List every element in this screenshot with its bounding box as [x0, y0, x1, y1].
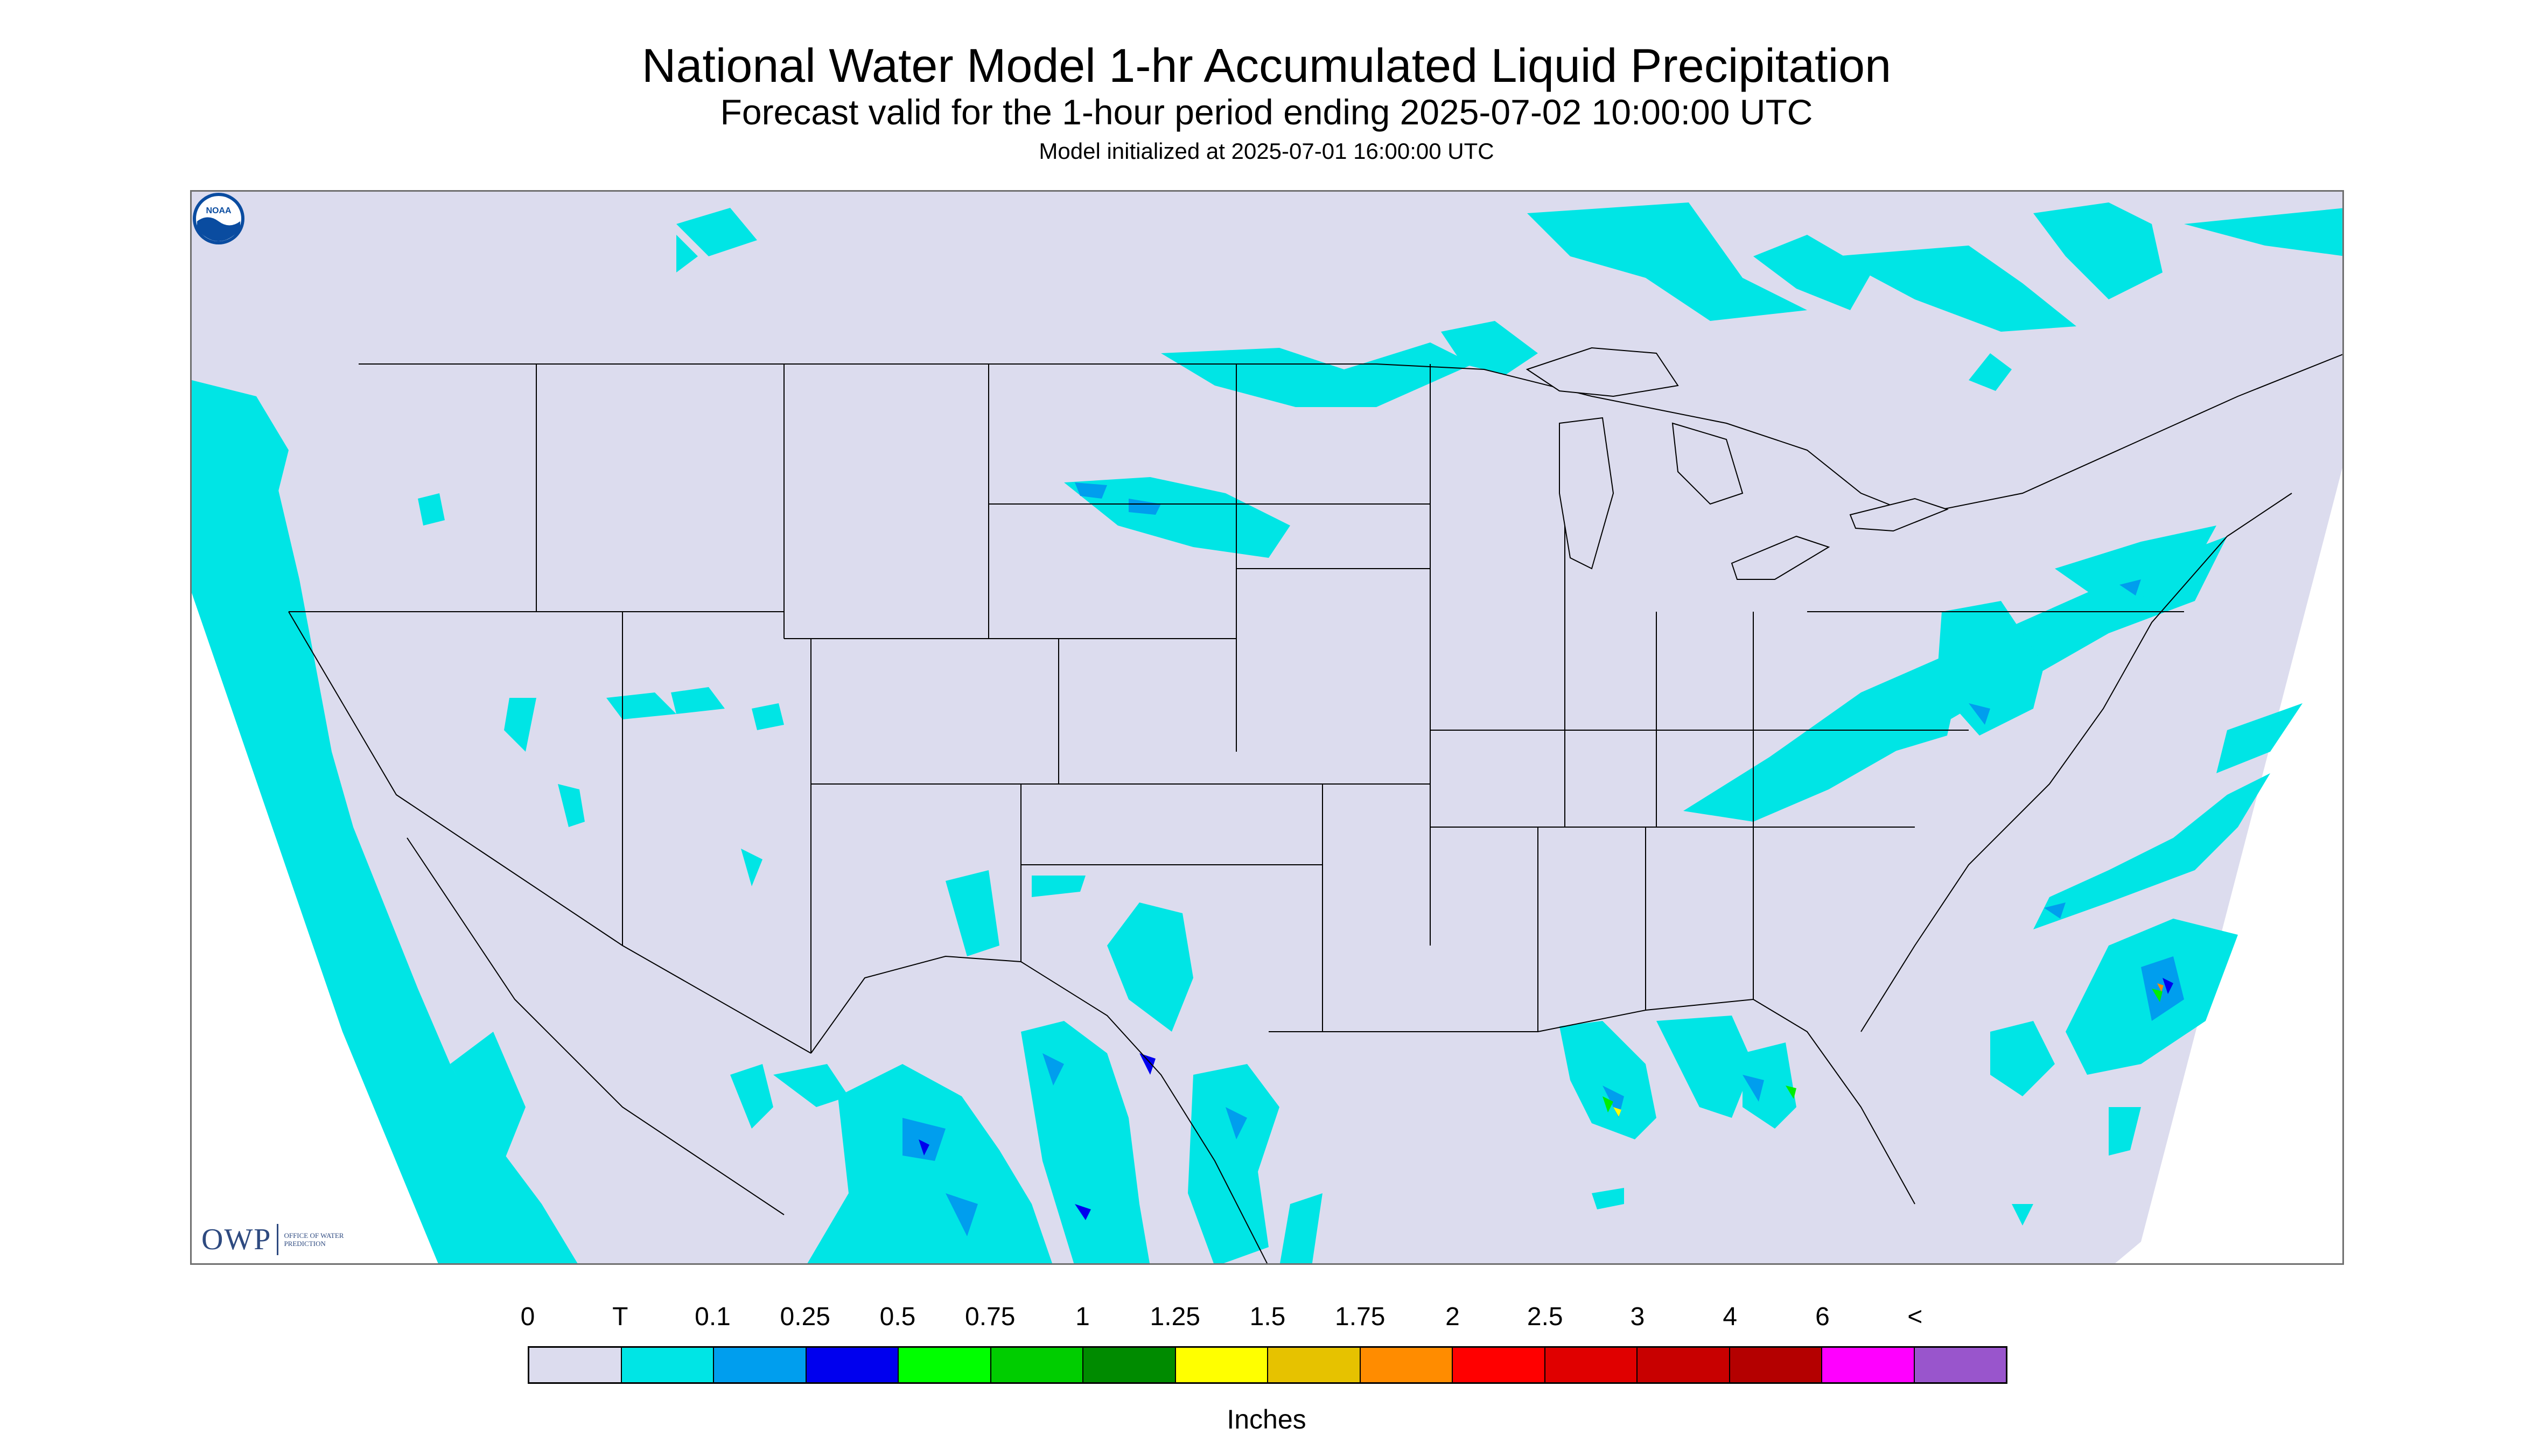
legend-swatch [529, 1348, 622, 1382]
legend-tick-label: 1.25 [1150, 1303, 1200, 1331]
legend-swatch [1268, 1348, 1361, 1382]
legend-tick-label: 6 [1815, 1303, 1830, 1331]
legend-tick-label: 3 [1630, 1303, 1645, 1331]
legend-swatch [1545, 1348, 1638, 1382]
color-legend [528, 1346, 2007, 1384]
legend-tick-label: < [1907, 1303, 1923, 1331]
legend-tick-label: 1.75 [1335, 1303, 1386, 1331]
political-boundaries [288, 354, 2342, 1263]
great-lakes [1526, 347, 1949, 580]
legend-tick-label: T [612, 1303, 628, 1331]
legend-tick-label: 4 [1723, 1303, 1738, 1331]
legend-swatch [991, 1348, 1083, 1382]
legend-swatch [1822, 1348, 1915, 1382]
legend-tick-label: 1 [1075, 1303, 1090, 1331]
legend-tick-label: 0 [520, 1303, 535, 1331]
legend-tick-label: 0.25 [780, 1303, 830, 1331]
owp-logo-separator [277, 1224, 279, 1255]
legend-tick-label: 0.5 [879, 1303, 916, 1331]
legend-tick-label: 2.5 [1527, 1303, 1563, 1331]
legend-tick-label: 0.1 [695, 1303, 731, 1331]
legend-swatch [1083, 1348, 1176, 1382]
legend-swatch [621, 1348, 714, 1382]
legend-swatch [1638, 1348, 1730, 1382]
map-subtitle: Forecast valid for the 1-hour period end… [720, 92, 1813, 132]
legend-swatch [1453, 1348, 1545, 1382]
legend-swatch [1730, 1348, 1822, 1382]
legend-swatch [1175, 1348, 1268, 1382]
map-canvas [192, 192, 2342, 1263]
noaa-logo: NOAA [193, 193, 244, 244]
legend-swatch [714, 1348, 807, 1382]
legend-units-label: Inches [1227, 1404, 1306, 1434]
heavier-precipitation [902, 482, 2184, 1236]
model-domain [192, 192, 2342, 1263]
owp-office-text: OFFICE OF WATER PREDICTION [284, 1231, 344, 1248]
svg-text:NOAA: NOAA [206, 206, 232, 215]
legend-tick-label: 2 [1445, 1303, 1460, 1331]
legend-swatch [806, 1348, 899, 1382]
map-title: National Water Model 1-hr Accumulated Li… [641, 39, 1892, 92]
legend-tick-label: 0.75 [965, 1303, 1016, 1331]
legend-tick-label: 1.5 [1249, 1303, 1286, 1331]
precipitation-areas [192, 202, 2342, 1263]
legend-swatch [899, 1348, 991, 1382]
owp-logo-text: OWP [201, 1223, 272, 1256]
owp-logo: OWP OFFICE OF WATER PREDICTION [201, 1223, 348, 1256]
precipitation-map: OWP OFFICE OF WATER PREDICTION NOAA [190, 190, 2344, 1265]
legend-swatch [1914, 1348, 2006, 1382]
legend-swatch [1360, 1348, 1453, 1382]
model-init-line: Model initialized at 2025-07-01 16:00:00… [1039, 138, 1494, 164]
